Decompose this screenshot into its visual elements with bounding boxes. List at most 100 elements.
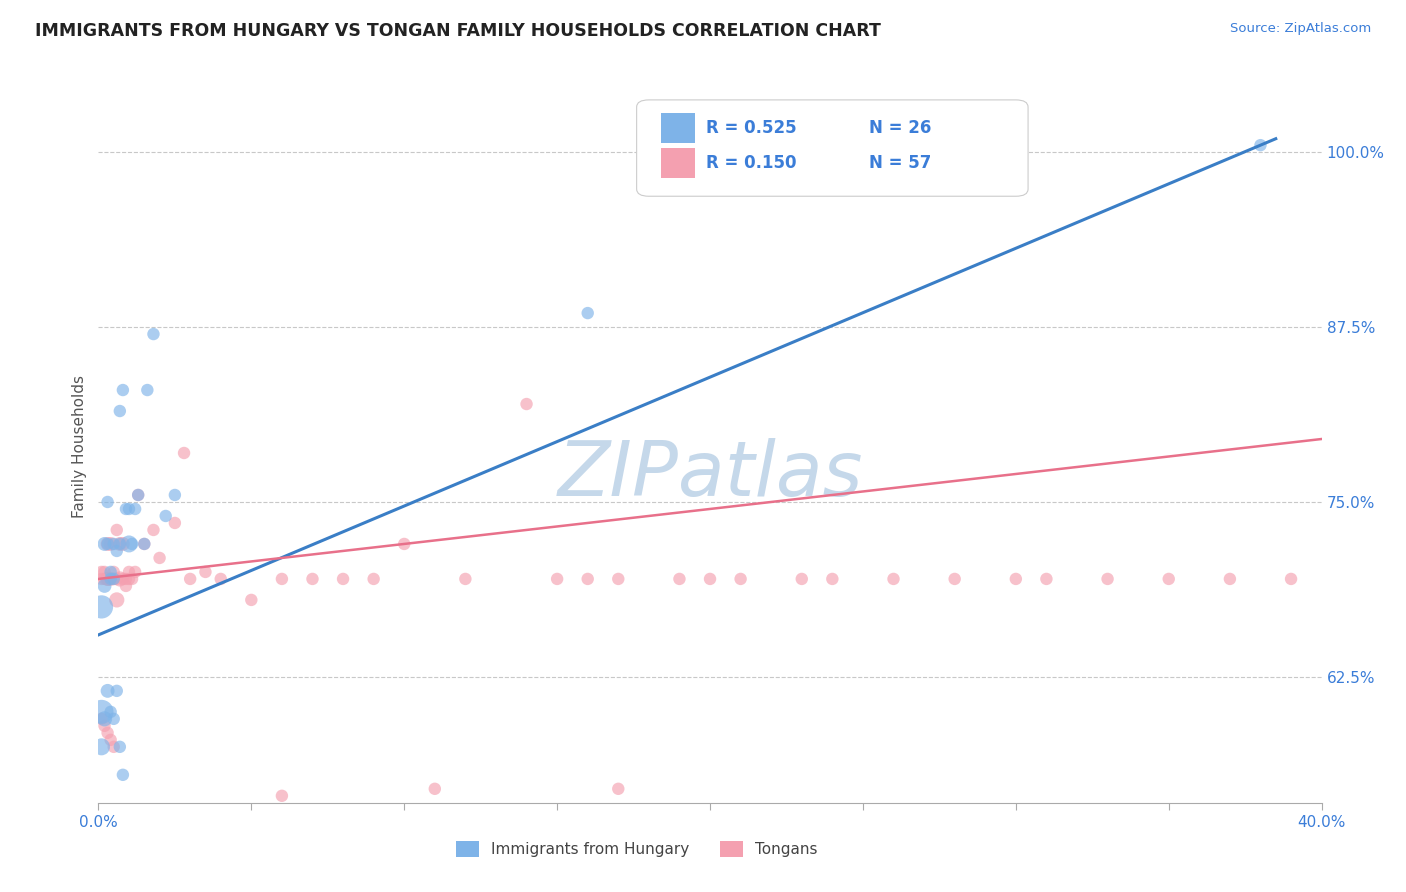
Point (127, 488, 149, 502)
Point (103, 537, 125, 551)
Point (100, 572, 122, 586)
Point (179, 572, 201, 586)
Legend: Immigrants from Hungary, Tongans: Immigrants from Hungary, Tongans (450, 835, 824, 863)
Point (115, 502, 138, 516)
Point (240, 593, 263, 607)
Point (1157, 572, 1180, 586)
Point (270, 572, 292, 586)
Point (103, 572, 125, 586)
FancyBboxPatch shape (637, 100, 1028, 196)
Point (108, 739, 131, 754)
Text: N = 57: N = 57 (869, 153, 931, 171)
Point (127, 488, 149, 502)
Point (118, 537, 141, 551)
Point (103, 572, 125, 586)
Point (97, 495, 120, 509)
FancyBboxPatch shape (661, 148, 696, 178)
Point (730, 572, 752, 586)
Point (821, 572, 844, 586)
Point (1004, 572, 1026, 586)
Text: R = 0.525: R = 0.525 (706, 120, 797, 137)
Point (163, 516, 186, 530)
Point (108, 537, 131, 551)
Point (97, 537, 120, 551)
Point (97, 726, 120, 740)
Text: R = 0.150: R = 0.150 (706, 153, 797, 171)
Point (194, 565, 217, 579)
Y-axis label: Family Households: Family Households (72, 375, 87, 517)
Point (270, 789, 292, 803)
Point (136, 383, 159, 397)
Point (363, 572, 385, 586)
Point (105, 544, 128, 558)
Point (546, 572, 568, 586)
Point (93, 579, 115, 593)
Point (90, 565, 112, 579)
Point (576, 306, 599, 320)
Point (90, 599, 112, 614)
Point (108, 572, 131, 586)
Point (699, 572, 721, 586)
Point (111, 768, 134, 782)
Point (100, 565, 122, 579)
Point (100, 732, 122, 747)
Point (105, 572, 128, 586)
Point (111, 383, 134, 397)
Point (115, 572, 138, 586)
Point (392, 537, 416, 551)
Point (93, 537, 115, 551)
Point (454, 572, 477, 586)
Point (115, 579, 138, 593)
Point (118, 565, 141, 579)
Point (883, 572, 905, 586)
Point (121, 537, 143, 551)
Point (97, 684, 120, 698)
Point (108, 537, 131, 551)
Point (111, 537, 134, 551)
Point (163, 488, 186, 502)
Point (105, 593, 128, 607)
Point (668, 572, 690, 586)
Point (576, 572, 599, 586)
Point (1097, 572, 1119, 586)
Text: IMMIGRANTS FROM HUNGARY VS TONGAN FAMILY HOUSEHOLDS CORRELATION CHART: IMMIGRANTS FROM HUNGARY VS TONGAN FAMILY… (35, 22, 882, 40)
Point (93, 565, 115, 579)
Point (155, 508, 177, 523)
Point (118, 572, 141, 586)
Point (100, 572, 122, 586)
Point (124, 565, 146, 579)
FancyBboxPatch shape (661, 113, 696, 144)
Point (149, 550, 172, 565)
Point (100, 537, 122, 551)
Point (332, 572, 354, 586)
Point (607, 781, 630, 796)
Point (134, 537, 156, 551)
Point (173, 446, 195, 460)
Point (209, 572, 232, 586)
Point (93, 572, 115, 586)
Point (790, 572, 813, 586)
Point (142, 523, 165, 537)
Point (90, 572, 112, 586)
Point (943, 572, 966, 586)
Point (90, 712, 112, 726)
Point (108, 404, 131, 418)
Point (93, 719, 115, 733)
Point (103, 712, 125, 726)
Point (1279, 572, 1302, 586)
Point (1219, 572, 1241, 586)
Point (90, 739, 112, 754)
Point (118, 502, 141, 516)
Point (516, 397, 538, 411)
Point (1035, 572, 1057, 586)
Text: Source: ZipAtlas.com: Source: ZipAtlas.com (1230, 22, 1371, 36)
Point (134, 537, 156, 551)
Point (124, 502, 146, 516)
Point (607, 572, 630, 586)
Point (111, 572, 134, 586)
Text: ZIPatlas: ZIPatlas (557, 438, 863, 511)
Point (97, 572, 120, 586)
Point (90, 705, 112, 719)
Point (142, 327, 165, 342)
Point (105, 523, 128, 537)
